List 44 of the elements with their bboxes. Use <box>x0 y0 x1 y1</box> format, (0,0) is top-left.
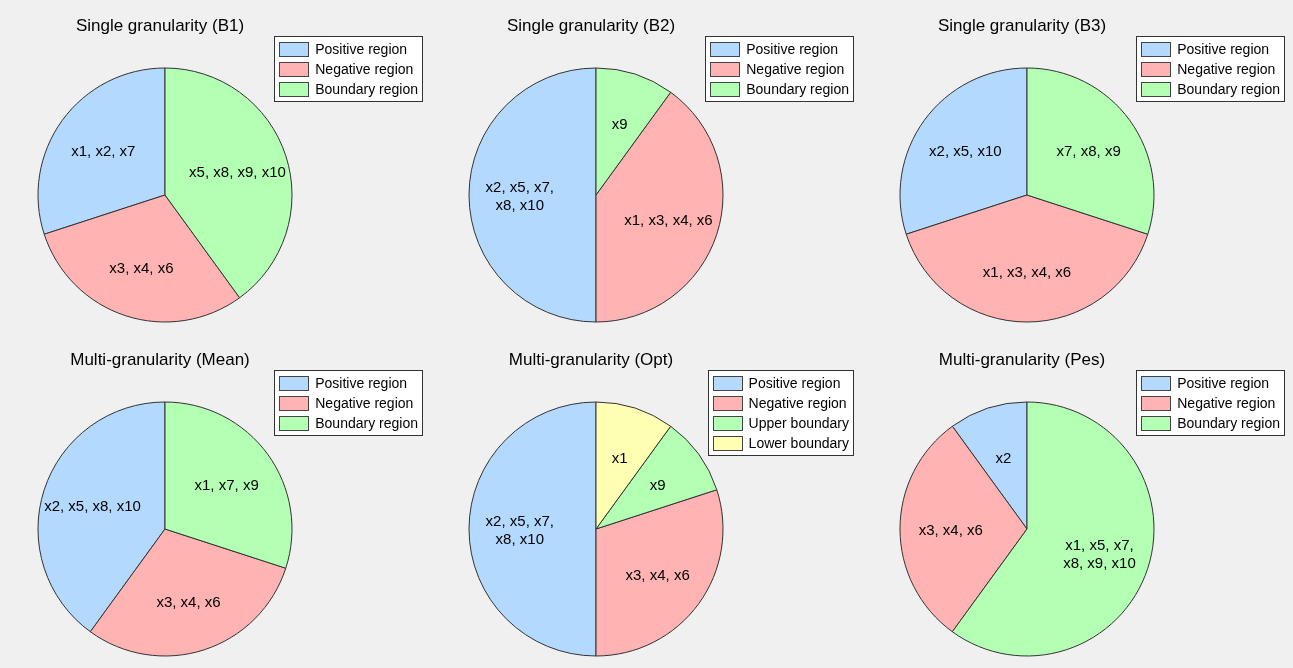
legend-label: Positive region <box>314 374 409 393</box>
legend-label: Negative region <box>1176 60 1277 79</box>
legend-label: Negative region <box>314 394 415 413</box>
legend-label: Boundary region <box>314 80 418 99</box>
legend-label: Boundary region <box>745 80 849 99</box>
legend-label: Boundary region <box>1176 414 1280 433</box>
data-label: x3, x4, x6 <box>625 565 690 583</box>
legend-label: Positive region <box>747 374 842 393</box>
legend-label: Upper boundary <box>747 414 849 433</box>
chart-title: Multi-granularity (Mean) <box>69 350 251 370</box>
data-label: x2 <box>995 448 1012 466</box>
chart-title: Multi-granularity (Pes) <box>937 350 1107 370</box>
data-label: x1, x3, x4, x6 <box>624 210 713 228</box>
data-label: x1 <box>611 448 628 466</box>
data-label: x9 <box>611 114 628 132</box>
data-label: x9 <box>649 475 666 493</box>
legend-label: Lower boundary <box>747 434 849 453</box>
legend-label: Negative region <box>1176 394 1277 413</box>
data-label: x2, x5, x7, x8, x10 <box>485 177 554 213</box>
data-label: x3, x4, x6 <box>109 258 174 276</box>
chart-title: Single granularity (B3) <box>936 16 1108 36</box>
data-label: x7, x8, x9 <box>1056 141 1121 159</box>
legend-label: Negative region <box>314 60 415 79</box>
data-label: x2, x5, x10 <box>929 141 1002 159</box>
data-label: x1, x2, x7 <box>71 141 136 159</box>
legend-label: Boundary region <box>1176 80 1280 99</box>
legend-label: Positive region <box>1176 40 1271 59</box>
data-label: x2, x5, x7, x8, x10 <box>485 511 554 547</box>
legend-label: Positive region <box>1176 374 1271 393</box>
chart-title: Multi-granularity (Opt) <box>507 350 675 370</box>
legend-label: Positive region <box>314 40 409 59</box>
legend-label: Boundary region <box>314 414 418 433</box>
legend-label: Negative region <box>745 60 846 79</box>
data-label: x3, x4, x6 <box>918 520 983 538</box>
data-label: x1, x5, x7, x8, x9, x10 <box>1063 535 1136 571</box>
chart-title: Single granularity (B2) <box>505 16 677 36</box>
data-label: x1, x7, x9 <box>194 475 259 493</box>
data-label: x1, x3, x4, x6 <box>982 262 1072 280</box>
data-label: x5, x8, x9, x10 <box>189 162 286 180</box>
legend-label: Positive region <box>745 40 840 59</box>
data-label: x3, x4, x6 <box>156 592 221 610</box>
legend-label: Negative region <box>747 394 848 413</box>
data-label: x2, x5, x8, x10 <box>44 496 141 514</box>
chart-title: Single granularity (B1) <box>74 16 246 36</box>
